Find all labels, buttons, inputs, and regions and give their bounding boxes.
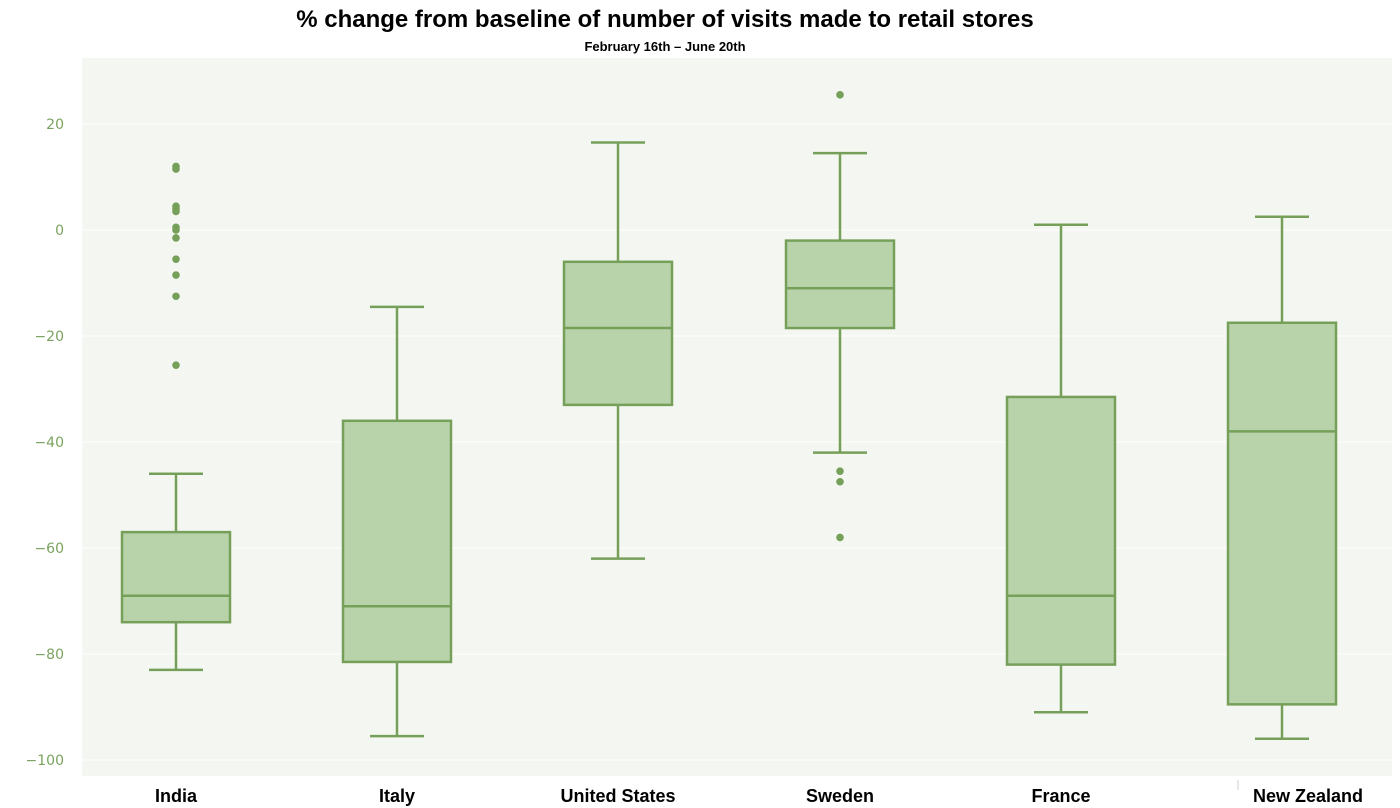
outlier-point [172,207,180,216]
iqr-box [784,239,896,330]
x-tick-label: Italy [379,786,415,806]
y-tick-label: 0 [55,223,64,239]
outlier-point [836,533,844,542]
iqr-box [120,530,232,624]
chart-subtitle: February 16th – June 20th [584,39,746,54]
box-group-italy [341,305,453,738]
y-tick-label: −40 [34,435,64,451]
y-tick-label: −100 [26,753,64,769]
outlier-point [172,226,180,234]
outlier-point [836,91,844,99]
outlier-point [172,271,180,279]
box-series [120,91,1338,741]
plot-area [82,58,1392,776]
iqr-box [1226,321,1338,706]
box-group-france [1005,223,1117,714]
outlier-point [172,292,180,301]
x-axis-labels: India Italy United States Sweden France New Z… [155,780,1363,806]
outlier-point [172,165,180,173]
box-group-united-states [562,141,674,560]
box-group-india [120,162,232,672]
box-group-new-zealand [1226,215,1338,741]
y-tick-label: −20 [34,329,64,345]
x-tick-label: New Zealand [1253,786,1363,806]
iqr-box [1005,395,1117,666]
outlier-point [172,361,180,369]
grid-lines [82,123,1392,761]
x-tick-label: Sweden [806,786,874,806]
chart-title: % change from baseline of number of visi… [296,6,1034,33]
x-tick-label: France [1031,786,1090,806]
iqr-box [562,260,674,407]
outlier-point [172,234,180,242]
outlier-point [172,255,180,263]
y-axis-ticks: 20 0 −20 −40 −60 −80 −100 [26,117,64,769]
x-tick-label: United States [560,786,675,806]
outlier-point [836,477,844,486]
box-group-sweden [784,91,896,542]
outlier-point [836,467,844,475]
y-tick-label: 20 [46,117,64,133]
x-tick-label: India [155,786,198,806]
iqr-box [341,419,453,664]
y-tick-label: −80 [34,647,64,663]
y-tick-label: −60 [34,541,64,557]
